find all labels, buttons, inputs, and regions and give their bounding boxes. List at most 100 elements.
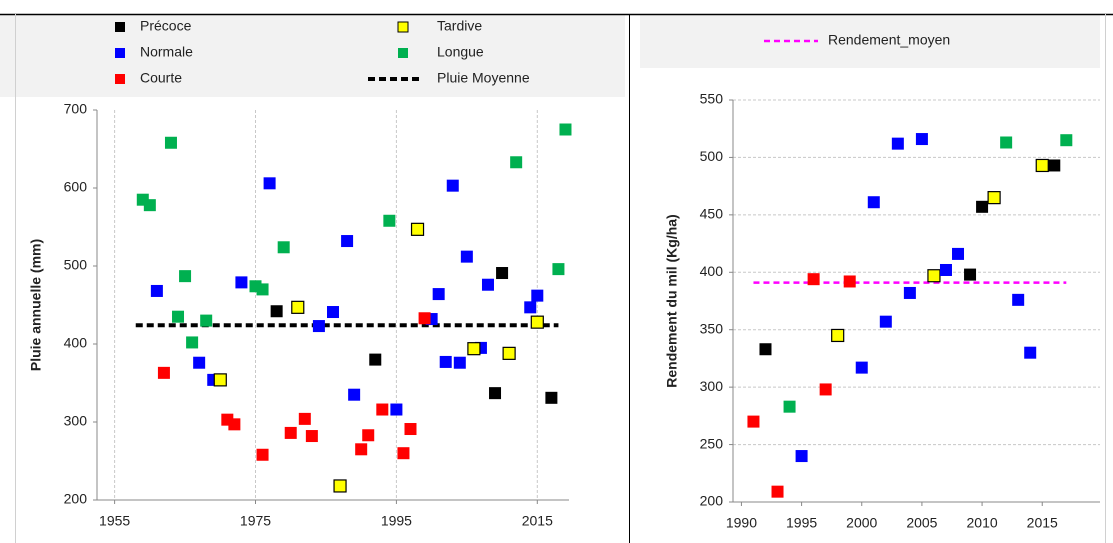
- point: [157, 366, 170, 379]
- x-tick-label: 1975: [240, 513, 271, 529]
- point: [510, 156, 523, 169]
- y-tick-label: 700: [64, 101, 88, 117]
- point: [213, 373, 227, 387]
- legend-label: Précoce: [140, 18, 192, 34]
- point: [524, 301, 537, 314]
- point: [164, 136, 177, 149]
- legend-marker: [115, 22, 125, 32]
- x-tick-label: 2010: [967, 515, 998, 531]
- point: [235, 276, 248, 289]
- legend-label: Normale: [140, 44, 193, 60]
- y-tick-label: 450: [700, 206, 724, 222]
- point: [383, 214, 396, 227]
- legend-label: Rendement_moyen: [828, 32, 950, 48]
- y-tick-label: 300: [64, 413, 88, 429]
- legend-label: Tardive: [437, 18, 482, 34]
- x-tick-label: 1995: [786, 515, 817, 531]
- point: [530, 315, 544, 329]
- y-axis-title: Pluie annuelle (mm): [28, 239, 44, 371]
- point: [186, 336, 199, 349]
- point: [397, 447, 410, 460]
- point: [341, 235, 354, 248]
- x-tick-label: 2005: [906, 515, 937, 531]
- point: [552, 263, 565, 276]
- y-tick-label: 500: [700, 148, 724, 164]
- y-tick-label: 200: [700, 493, 724, 509]
- x-tick-label: 1995: [381, 513, 412, 529]
- point: [256, 283, 269, 296]
- point: [348, 388, 361, 401]
- point: [867, 196, 880, 209]
- point: [964, 268, 977, 281]
- x-tick-label: 2015: [1027, 515, 1058, 531]
- point: [1035, 158, 1049, 173]
- point: [446, 179, 459, 192]
- point: [843, 275, 856, 288]
- y-tick-label: 550: [700, 91, 724, 107]
- y-tick-label: 500: [64, 257, 88, 273]
- point: [1000, 136, 1013, 149]
- point: [489, 387, 502, 400]
- point: [193, 356, 206, 369]
- legend-marker: [398, 48, 408, 58]
- point: [783, 400, 796, 413]
- point: [467, 342, 481, 356]
- y-tick-label: 600: [64, 179, 88, 195]
- point: [418, 312, 431, 325]
- point: [976, 200, 989, 213]
- point: [291, 300, 305, 314]
- point: [559, 123, 572, 136]
- point: [759, 343, 772, 356]
- point: [256, 448, 269, 461]
- point: [1024, 346, 1037, 359]
- legend-marker: [397, 21, 409, 33]
- point: [228, 418, 241, 431]
- y-tick-label: 200: [64, 491, 88, 507]
- point: [305, 430, 318, 443]
- point: [1060, 134, 1073, 147]
- point: [831, 328, 845, 343]
- point: [502, 346, 516, 360]
- point: [200, 314, 213, 327]
- point: [855, 361, 868, 374]
- point: [404, 423, 417, 436]
- point: [1048, 159, 1061, 172]
- point: [481, 278, 494, 291]
- legend-label: Courte: [140, 70, 182, 86]
- point: [369, 353, 382, 366]
- point: [1012, 293, 1025, 306]
- y-tick-label: 400: [64, 335, 88, 351]
- point: [179, 270, 192, 283]
- point: [390, 403, 403, 416]
- point: [143, 199, 156, 212]
- point: [987, 191, 1001, 205]
- y-tick-label: 250: [700, 435, 724, 451]
- point: [263, 177, 276, 190]
- point: [952, 247, 965, 260]
- legend-background: [640, 15, 1100, 68]
- point: [249, 280, 262, 293]
- y-tick-label: 300: [700, 378, 724, 394]
- point: [453, 356, 466, 369]
- point: [891, 137, 904, 150]
- point: [747, 415, 760, 428]
- point: [376, 403, 389, 416]
- point: [298, 412, 311, 425]
- point: [915, 133, 928, 146]
- point: [172, 310, 185, 323]
- point: [270, 305, 283, 318]
- x-tick-label: 1990: [726, 515, 757, 531]
- legend-label: Pluie Moyenne: [437, 70, 530, 86]
- point: [819, 383, 832, 396]
- legend-background: [0, 15, 625, 97]
- y-tick-label: 400: [700, 263, 724, 279]
- point: [362, 429, 375, 442]
- point: [150, 284, 163, 297]
- x-tick-label: 2015: [522, 513, 553, 529]
- legend-label: Longue: [437, 44, 484, 60]
- point: [531, 289, 544, 302]
- point: [327, 306, 339, 319]
- point: [284, 426, 297, 439]
- point: [496, 267, 509, 280]
